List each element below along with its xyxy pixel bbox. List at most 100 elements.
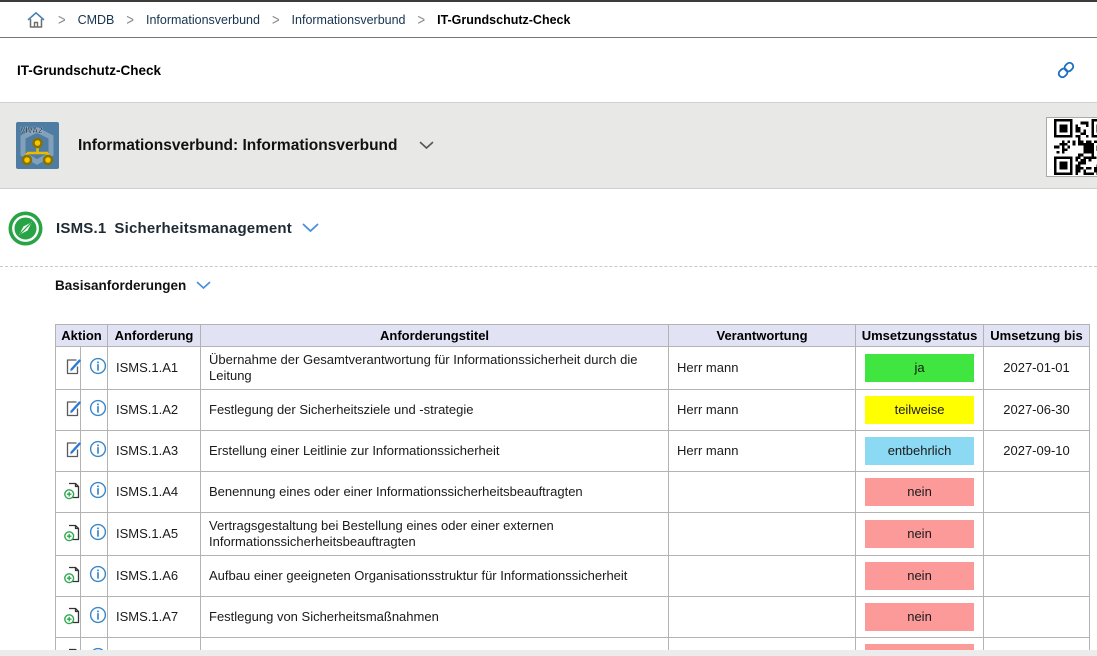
add-document-icon[interactable] (64, 523, 82, 546)
column-header-umsetzungsstatus: Umsetzungsstatus (855, 324, 985, 347)
table-row: ISMS.1.A5 Vertragsgestaltung bei Bestell… (55, 512, 1091, 556)
chevron-right-icon: > (126, 10, 134, 29)
requirement-title: Festlegung von Sicherheitsmaßnahmen (200, 596, 670, 638)
info-cell[interactable] (79, 555, 109, 597)
breadcrumb-item-informationsverbund[interactable]: Informationsverbund (146, 12, 260, 27)
status-badge: entbehrlich (855, 430, 985, 472)
edit-icon[interactable] (64, 440, 82, 463)
due-date (983, 596, 1091, 638)
requirement-title: Erstellung einer Leitlinie zur Informati… (200, 430, 670, 472)
info-cell[interactable] (79, 430, 109, 472)
table-row: ISMS.1.A2 Festlegung der Sicherheitsziel… (55, 389, 1091, 431)
info-icon[interactable] (89, 523, 107, 544)
requirements-table: Aktion Anforderung Anforderungstitel Ver… (54, 324, 1091, 656)
breadcrumb-item-informationsverbund-2[interactable]: Informationsverbund (291, 12, 406, 27)
requirement-title: Festlegung der Sicherheitsziele und -str… (200, 389, 670, 431)
add-document-icon[interactable] (64, 481, 82, 504)
object-header: VIVA2 Informationsverbund: Informationsv… (0, 102, 1097, 189)
responsibility-value (668, 596, 857, 638)
action-cell[interactable] (55, 430, 82, 472)
requirement-id: ISMS.1.A3 (107, 430, 202, 472)
informationsverbund-icon: VIVA2 (16, 122, 59, 174)
requirement-title: Benennung eines oder einer Informationss… (200, 471, 670, 513)
info-icon[interactable] (89, 481, 107, 502)
responsibility-value: Herr mann (668, 346, 857, 390)
info-icon[interactable] (89, 440, 107, 461)
due-date: 2027-09-10 (983, 430, 1091, 472)
object-title: Informationsverbund: Informationsverbund (78, 136, 398, 154)
action-cell[interactable] (55, 471, 82, 513)
info-icon[interactable] (89, 565, 107, 586)
requirement-title: Vertragsgestaltung bei Bestellung eines … (200, 512, 670, 556)
chevron-down-icon[interactable] (302, 223, 319, 233)
edit-icon[interactable] (64, 399, 82, 422)
info-icon[interactable] (89, 399, 107, 420)
svg-text:VIVA2: VIVA2 (20, 126, 43, 135)
requirement-id: ISMS.1.A1 (107, 346, 202, 390)
home-icon[interactable] (26, 10, 46, 30)
table-header-row: Aktion Anforderung Anforderungstitel Ver… (54, 324, 1091, 347)
module-name: Sicherheitsmanagement (114, 219, 292, 237)
column-header-umsetzung-bis: Umsetzung bis (983, 324, 1091, 347)
bottom-divider (0, 650, 1097, 656)
table-row: ISMS.1.A4 Benennung eines oder einer Inf… (55, 471, 1091, 513)
chevron-down-icon[interactable] (419, 141, 434, 150)
module-header: ISMS.1 Sicherheitsmanagement (0, 211, 1097, 245)
column-header-anforderung: Anforderung (107, 324, 202, 347)
info-cell[interactable] (79, 512, 109, 556)
action-cell[interactable] (55, 596, 82, 638)
module-code: ISMS.1 (56, 219, 107, 237)
status-badge: nein (855, 555, 985, 597)
add-document-icon[interactable] (64, 606, 82, 629)
breadcrumb-item-cmdb[interactable]: CMDB (77, 12, 115, 27)
chevron-right-icon: > (417, 10, 426, 29)
column-header-anforderungstitel: Anforderungstitel (200, 324, 670, 347)
due-date (983, 555, 1091, 597)
requirements-group-header: Basisanforderungen (55, 275, 1097, 295)
status-badge: nein (855, 471, 985, 513)
table-row: ISMS.1.A7 Festlegung von Sicherheitsmaßn… (55, 596, 1091, 638)
requirements-group-title: Basisanforderungen (55, 277, 187, 293)
page-title: IT-Grundschutz-Check (17, 62, 162, 78)
chevron-right-icon: > (271, 10, 280, 29)
status-badge: teilweise (855, 389, 985, 431)
breadcrumb: > CMDB > Informationsverbund > Informati… (0, 0, 1097, 38)
chevron-down-icon[interactable] (196, 281, 211, 290)
info-cell[interactable] (79, 471, 109, 513)
table-row: ISMS.1.A6 Aufbau einer geeigneten Organi… (55, 555, 1091, 597)
edit-icon[interactable] (64, 357, 82, 380)
section-divider (0, 266, 1097, 267)
responsibility-value: Herr mann (668, 389, 857, 431)
action-cell[interactable] (55, 389, 82, 431)
chevron-right-icon: > (58, 10, 66, 29)
table-row: ISMS.1.A3 Erstellung einer Leitlinie zur… (55, 430, 1091, 472)
due-date: 2027-06-30 (983, 389, 1091, 431)
table-row: ISMS.1.A1 Übernahme der Gesamtverantwort… (55, 346, 1091, 390)
module-title: ISMS.1 Sicherheitsmanagement (56, 220, 292, 237)
due-date (983, 471, 1091, 513)
action-cell[interactable] (55, 512, 82, 556)
due-date (983, 512, 1091, 556)
page-header: IT-Grundschutz-Check (0, 38, 1097, 102)
module-compass-icon (8, 211, 43, 246)
info-icon[interactable] (89, 606, 107, 627)
column-header-verantwortung: Verantwortung (668, 324, 857, 347)
requirement-title: Aufbau einer geeigneten Organisationsstr… (200, 555, 670, 597)
info-icon[interactable] (89, 357, 107, 378)
status-badge: nein (855, 512, 985, 556)
info-cell[interactable] (79, 346, 109, 390)
due-date: 2027-01-01 (983, 346, 1091, 390)
info-cell[interactable] (79, 389, 109, 431)
action-cell[interactable] (55, 346, 82, 390)
info-cell[interactable] (79, 596, 109, 638)
column-header-aktion: Aktion (54, 324, 109, 347)
responsibility-value (668, 555, 857, 597)
status-badge: ja (855, 346, 985, 390)
action-cell[interactable] (55, 555, 82, 597)
add-document-icon[interactable] (64, 565, 82, 588)
main-content: ISMS.1 Sicherheitsmanagement Basisanforde… (0, 189, 1097, 656)
requirement-id: ISMS.1.A5 (107, 512, 202, 556)
link-icon[interactable] (1055, 59, 1077, 81)
responsibility-value (668, 512, 857, 556)
breadcrumb-item-current: IT-Grundschutz-Check (437, 12, 571, 27)
